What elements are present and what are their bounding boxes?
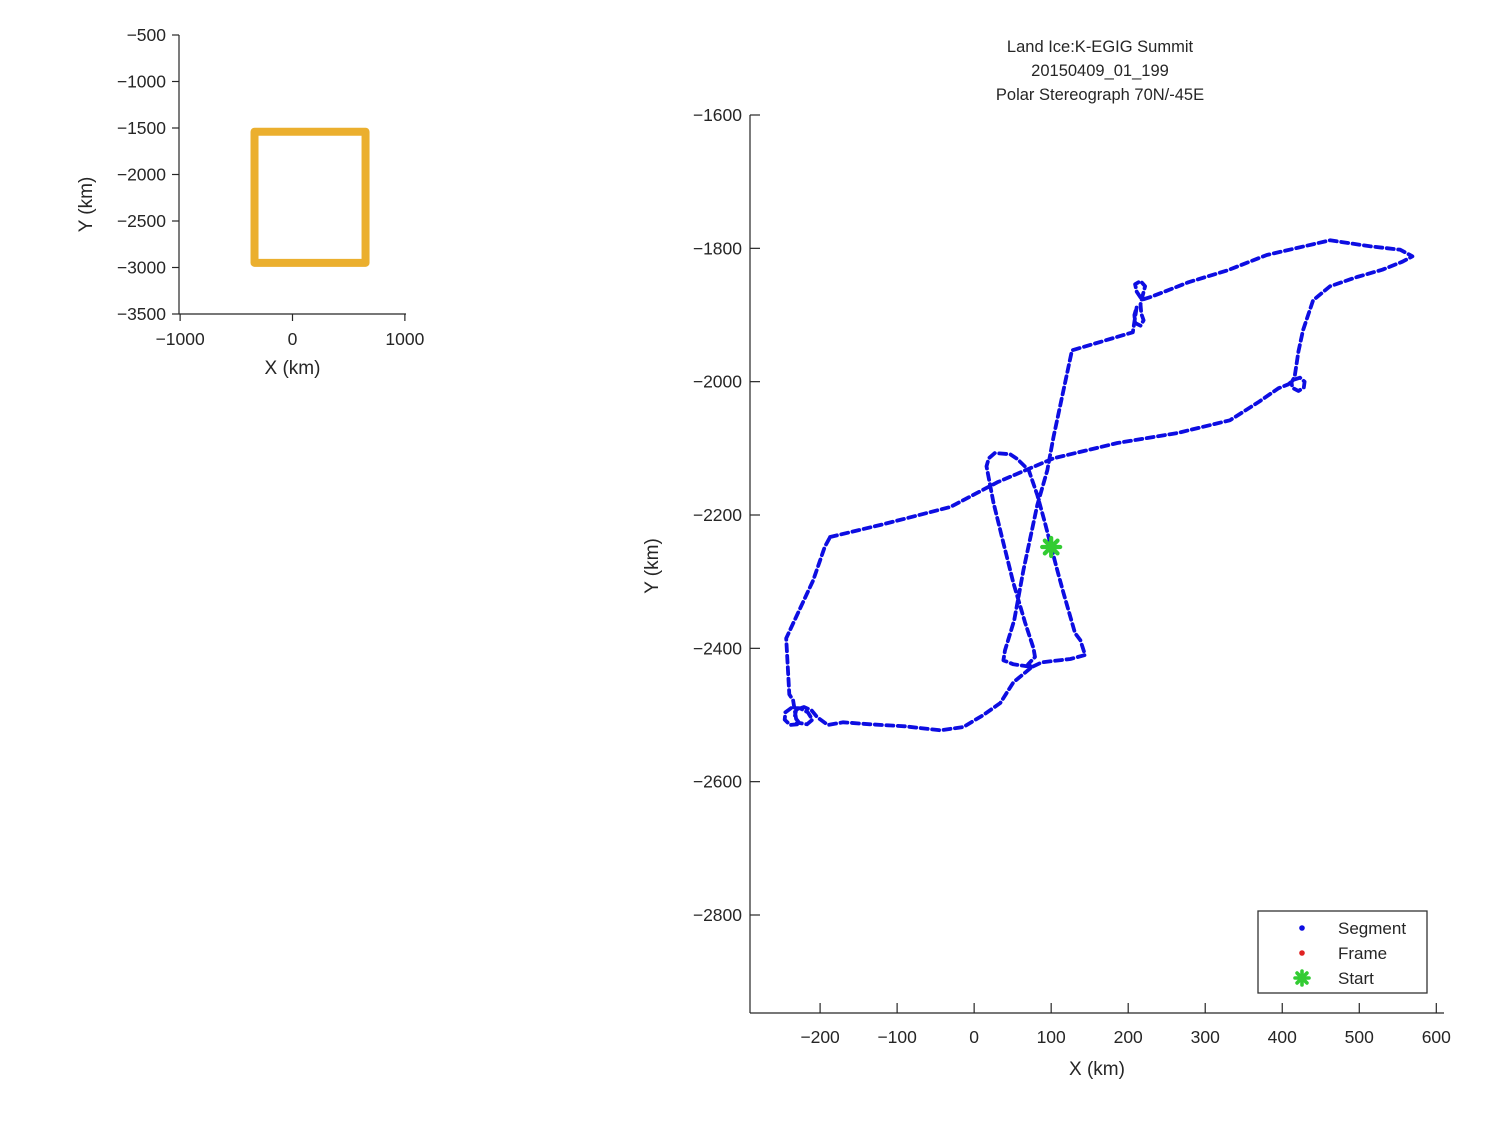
x-tick-label: 0 <box>288 329 298 349</box>
legend-label: Segment <box>1338 919 1406 938</box>
coverage-box <box>250 127 370 267</box>
y-tick-label: −2000 <box>117 165 166 185</box>
x-tick-label: 100 <box>1037 1027 1066 1047</box>
y-tick-label: −1500 <box>117 118 166 138</box>
start-marker <box>1040 535 1063 559</box>
y-tick-label: −3500 <box>117 304 166 324</box>
chart-title-line: 20150409_01_199 <box>1031 62 1169 80</box>
y-tick-label: −1000 <box>117 72 166 92</box>
chart-title-line: Land Ice:K-EGIG Summit <box>1007 38 1194 56</box>
x-tick-label: 0 <box>969 1027 979 1047</box>
y-tick-label: −2600 <box>693 772 742 792</box>
legend-marker-star <box>1293 969 1311 987</box>
legend: Segment Frame Start <box>1257 910 1428 994</box>
start-marker-core <box>1046 542 1056 552</box>
y-tick-label: −2000 <box>693 372 742 392</box>
route-chart: Land Ice:K-EGIG Summit 20150409_01_199 Pol… <box>642 38 1451 1080</box>
legend-marker-star-core <box>1298 974 1306 982</box>
x-axis-title: X (km) <box>1069 1059 1125 1080</box>
legend-label: Frame <box>1338 944 1387 963</box>
x-tick-label: −200 <box>800 1027 840 1047</box>
legend-marker-dot <box>1299 950 1305 956</box>
x-tick-label: 1000 <box>385 329 424 349</box>
x-tick-label: 500 <box>1345 1027 1374 1047</box>
y-axis-title: Y (km) <box>642 538 663 594</box>
y-axis-title: Y (km) <box>76 177 97 233</box>
legend-marker-dot <box>1299 925 1305 931</box>
x-tick-label: −100 <box>877 1027 917 1047</box>
overview-chart: −1000 0 1000 −500 −1000 −1500 −2000 −2500 −3000 −… <box>76 25 425 379</box>
y-tick-label: −2800 <box>693 905 742 925</box>
x-tick-label: −1000 <box>156 329 205 349</box>
x-tick-label: 300 <box>1191 1027 1220 1047</box>
y-tick-label: −3000 <box>117 258 166 278</box>
legend-box <box>1257 910 1428 994</box>
chart-title-line: Polar Stereograph 70N/-45E <box>996 86 1204 104</box>
x-tick-label: 200 <box>1114 1027 1143 1047</box>
y-tick-label: −1800 <box>693 238 742 258</box>
x-tick-label: 400 <box>1268 1027 1297 1047</box>
y-tick-label: −2200 <box>693 505 742 525</box>
y-tick-label: −1600 <box>693 105 742 125</box>
legend-label: Start <box>1338 969 1374 988</box>
x-axis-title: X (km) <box>265 358 321 379</box>
x-tick-label: 600 <box>1422 1027 1451 1047</box>
y-tick-label: −2500 <box>117 211 166 231</box>
y-tick-label: −500 <box>127 25 167 45</box>
y-tick-label: −2400 <box>693 638 742 658</box>
segment-track-path <box>782 238 1415 733</box>
